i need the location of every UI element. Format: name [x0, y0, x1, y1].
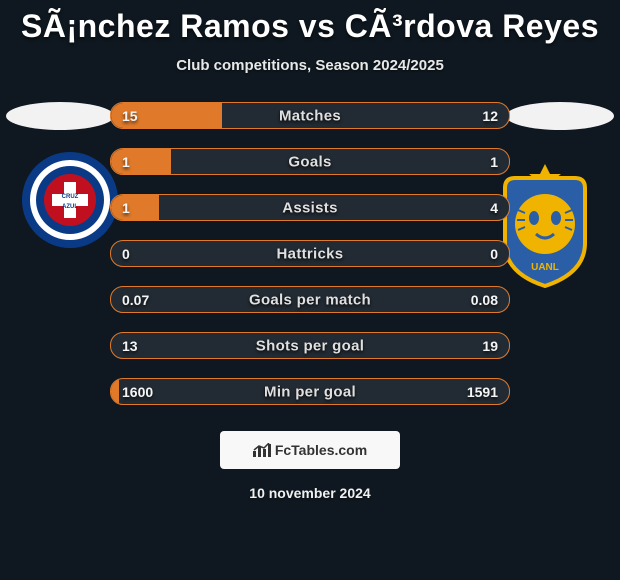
- team-logo-right: UANL: [490, 158, 600, 288]
- stat-value-left: 0.07: [122, 292, 149, 308]
- stat-value-left: 15: [122, 108, 138, 124]
- comparison-subtitle: Club competitions, Season 2024/2025: [0, 57, 620, 74]
- stat-value-left: 1600: [122, 384, 153, 400]
- stat-row: 1600 1591 Min per goal: [110, 378, 510, 405]
- stat-value-left: 1: [122, 154, 130, 170]
- stat-row: 1 1 Goals: [110, 148, 510, 175]
- fctables-chart-icon: [253, 443, 271, 457]
- svg-text:AZUL: AZUL: [62, 204, 78, 210]
- stat-row: 0.07 0.08 Goals per match: [110, 286, 510, 313]
- stat-label: Hattricks: [277, 245, 344, 262]
- tigres-logo-icon: UANL: [490, 158, 600, 288]
- stat-row: 15 12 Matches: [110, 102, 510, 129]
- svg-text:UANL: UANL: [531, 262, 559, 273]
- comparison-date: 10 november 2024: [0, 485, 620, 501]
- player-shadow-right: [506, 102, 614, 130]
- stat-value-right: 19: [482, 338, 498, 354]
- stat-label: Goals: [288, 153, 331, 170]
- fctables-label: FcTables.com: [275, 442, 367, 458]
- team-logo-left: CRUZ AZUL: [20, 150, 120, 250]
- comparison-content: CRUZ AZUL UANL 15 12 Matches 1 1 Goals 1 4 Assis…: [0, 102, 620, 405]
- stat-row: 13 19 Shots per goal: [110, 332, 510, 359]
- stat-label: Min per goal: [264, 383, 356, 400]
- stats-bars: 15 12 Matches 1 1 Goals 1 4 Assists 0 0 Hattricks 0.…: [110, 102, 510, 405]
- stat-row: 1 4 Assists: [110, 194, 510, 221]
- stat-value-right: 0.08: [471, 292, 498, 308]
- cruz-azul-logo-icon: CRUZ AZUL: [20, 150, 120, 250]
- stat-value-right: 0: [490, 246, 498, 262]
- stat-value-right: 1: [490, 154, 498, 170]
- stat-label: Assists: [282, 199, 337, 216]
- stat-row: 0 0 Hattricks: [110, 240, 510, 267]
- comparison-title: SÃ¡nchez Ramos vs CÃ³rdova Reyes: [0, 0, 620, 45]
- player-shadow-left: [6, 102, 114, 130]
- stat-bar-fill-left: [111, 379, 119, 404]
- fctables-watermark: FcTables.com: [220, 431, 400, 469]
- stat-bar-fill-left: [111, 149, 171, 174]
- svg-text:CRUZ: CRUZ: [62, 194, 79, 200]
- stat-label: Goals per match: [249, 291, 371, 308]
- stat-label: Matches: [279, 107, 341, 124]
- stat-label: Shots per goal: [256, 337, 364, 354]
- stat-value-right: 1591: [467, 384, 498, 400]
- stat-value-left: 0: [122, 246, 130, 262]
- stat-value-left: 13: [122, 338, 138, 354]
- stat-value-right: 4: [490, 200, 498, 216]
- stat-value-left: 1: [122, 200, 130, 216]
- stat-value-right: 12: [482, 108, 498, 124]
- stat-bar-fill-left: [111, 195, 159, 220]
